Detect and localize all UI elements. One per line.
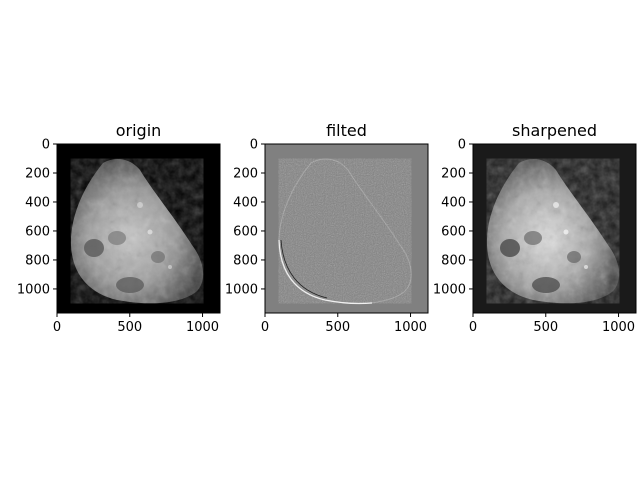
y-tick-label: 800 [25,253,50,268]
panel-sharpened [473,144,636,313]
y-tick-label: 200 [441,166,466,181]
x-tick-label: 500 [325,320,350,335]
y-tick-label: 0 [250,138,258,153]
x-tick-label: 1000 [394,320,427,335]
y-tick-label: 0 [458,138,466,153]
y-tick-label: 400 [441,195,466,210]
x-tick-label: 500 [117,320,142,335]
x-tick-label: 1000 [602,320,635,335]
y-tick-label: 200 [233,166,258,181]
x-tick-label: 0 [469,320,477,335]
x-tick-label: 0 [53,320,61,335]
y-tick-label: 1000 [225,282,258,297]
y-tick-label: 600 [25,224,50,239]
y-tick-label: 200 [25,166,50,181]
y-tick-label: 800 [233,253,258,268]
y-tick-label: 600 [233,224,258,239]
panel-origin [57,144,220,313]
panel-title: sharpened [512,121,597,140]
y-tick-label: 1000 [433,282,466,297]
y-tick-label: 600 [441,224,466,239]
panel-title: filted [326,121,367,140]
y-tick-label: 0 [42,138,50,153]
panel-title: origin [116,121,162,140]
y-tick-label: 400 [233,195,258,210]
y-tick-label: 1000 [17,282,50,297]
y-tick-label: 800 [441,253,466,268]
x-tick-label: 500 [533,320,558,335]
x-tick-label: 0 [261,320,269,335]
panel-filted [265,144,428,313]
x-tick-label: 1000 [186,320,219,335]
y-tick-label: 400 [25,195,50,210]
